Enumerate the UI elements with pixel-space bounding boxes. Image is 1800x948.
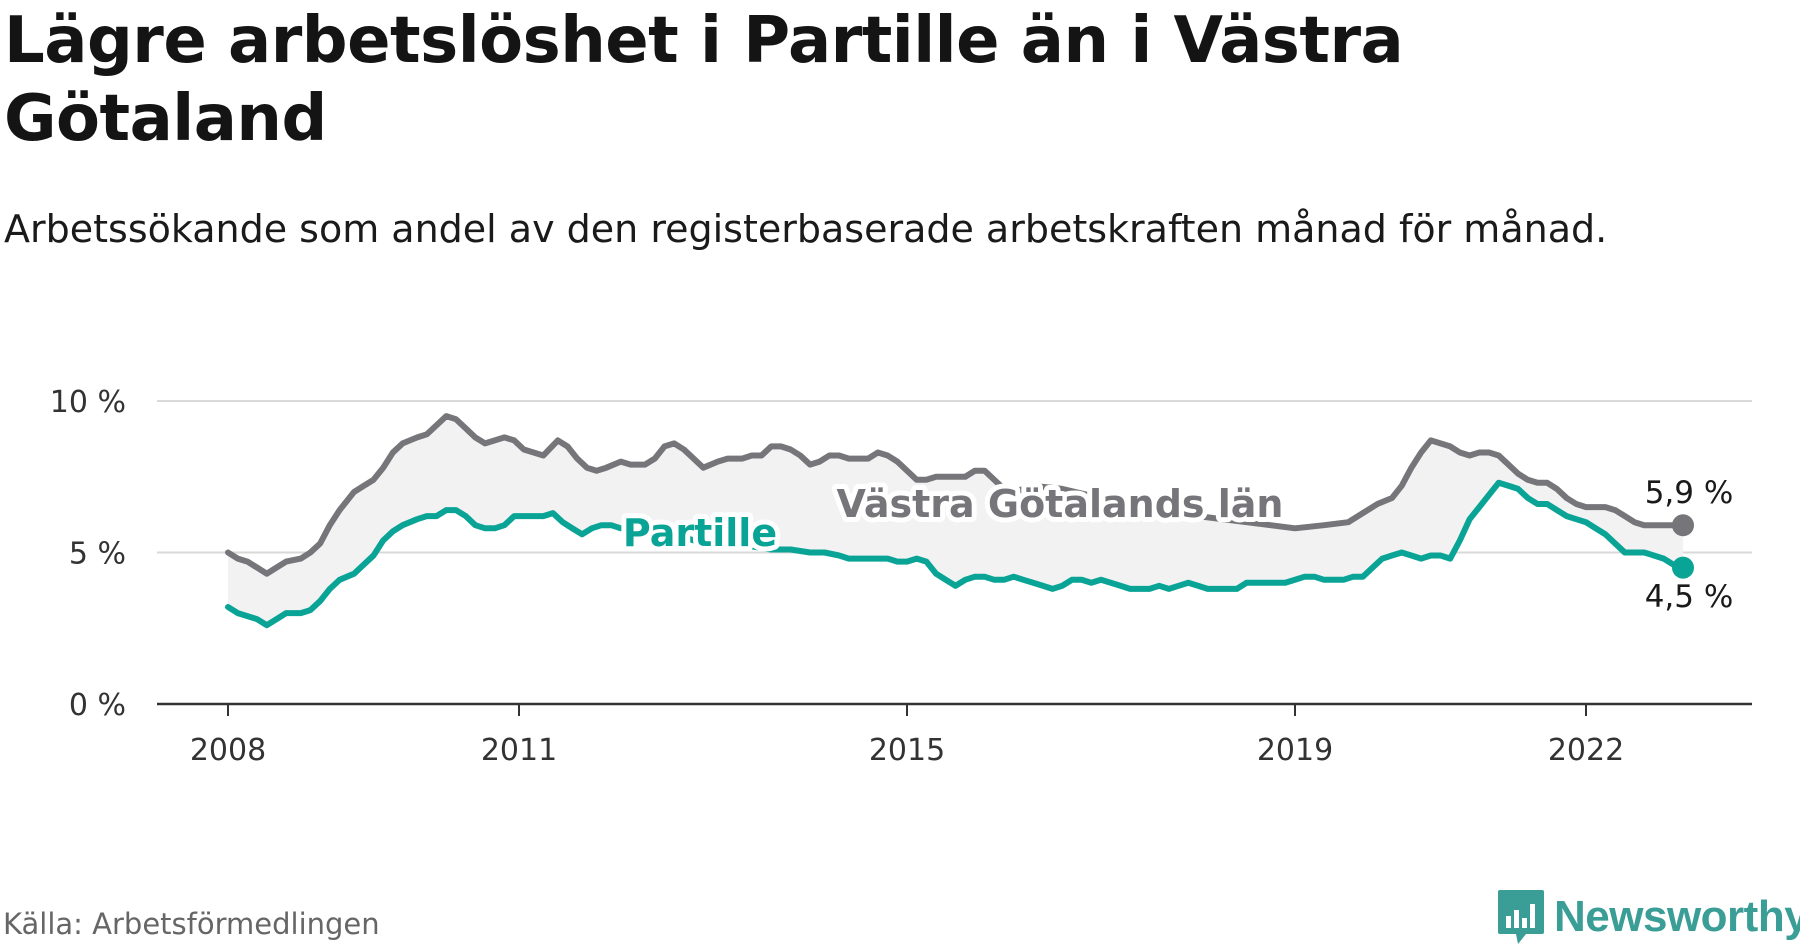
series-line-partille (225, 479, 1686, 629)
newsworthy-logo: Newsworthy (1496, 888, 1800, 946)
end-marker-partille (1672, 556, 1694, 579)
chart-subtitle: Arbetssökande som andel av den registerb… (4, 207, 1608, 251)
logo-wordmark: Newsworthy (1554, 892, 1800, 941)
series-label-partille: Partille (623, 511, 777, 555)
x-tick-label: 2011 (481, 733, 557, 768)
series-line-vgl (225, 413, 1686, 577)
end-value-partille: 4,5 % (1645, 579, 1734, 615)
axes: 0 % 5 % 10 % 2008 2011 2015 2019 2022 (50, 385, 1752, 768)
gap-band (228, 416, 1683, 626)
labels: Västra Götalands län Partille 5,9 % 4,5 … (618, 475, 1734, 615)
y-tick-label: 5 % (69, 537, 126, 572)
y-tick-label: 10 % (50, 385, 126, 420)
series-layer (225, 413, 1694, 629)
chart-title: Lägre arbetslöshet i Partille än i Västr… (4, 4, 1404, 156)
end-value-vgl: 5,9 % (1645, 475, 1734, 511)
bar-chart-speech-bubble-icon (1498, 890, 1544, 944)
x-tick-label: 2008 (190, 733, 266, 768)
series-label-vgl: Västra Götalands län (837, 482, 1284, 526)
source-note: Källa: Arbetsförmedlingen (3, 907, 380, 941)
y-tick-label: 0 % (69, 688, 126, 723)
x-tick-label: 2015 (869, 733, 945, 768)
x-tick-label: 2022 (1548, 733, 1624, 768)
end-marker-vgl (1672, 514, 1694, 537)
x-tick-label: 2019 (1257, 733, 1333, 768)
